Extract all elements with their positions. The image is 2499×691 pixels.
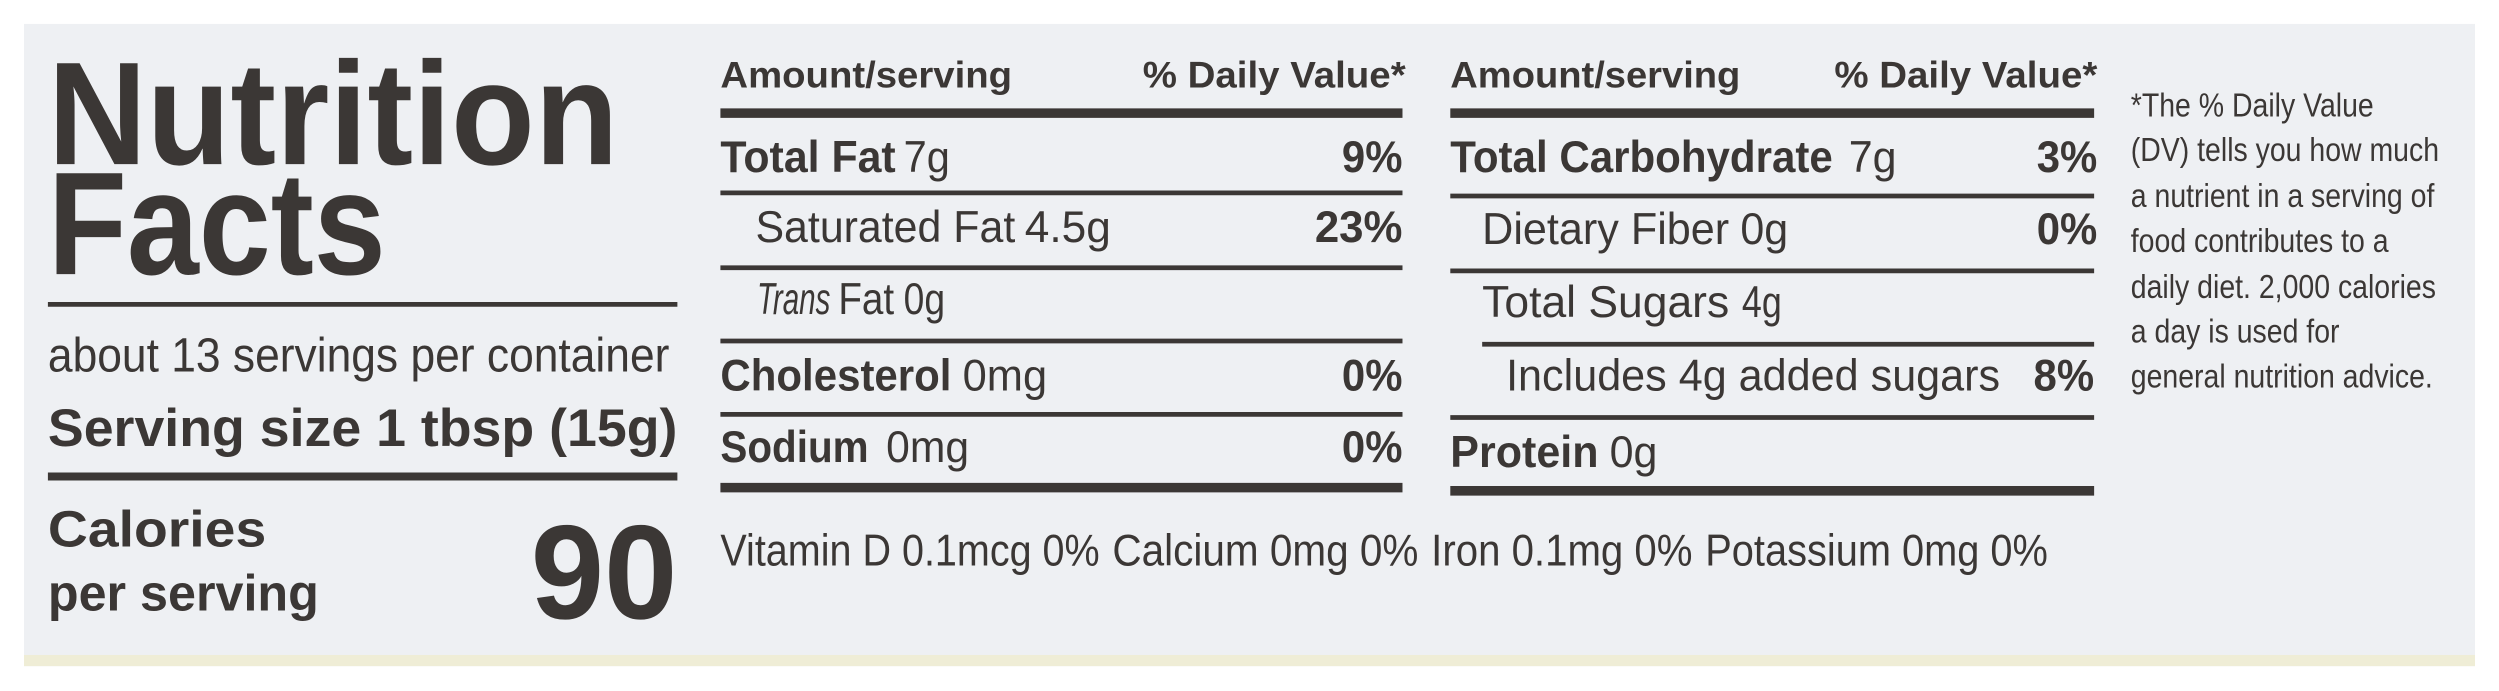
vitamin: Iron 0.1mg 0% <box>1431 527 1692 576</box>
nutrient-name-italic: Trans <box>757 275 830 324</box>
column-header: % Daily Value* <box>1834 55 2098 96</box>
daily-value: 0% <box>1342 351 1403 400</box>
nutrient-name: Total Sugars <box>1482 278 1729 327</box>
vitamin: Potassium 0mg 0% <box>1705 527 2048 576</box>
nutrient-name: Cholesterol <box>720 351 951 400</box>
footnote: *The % Daily Value (DV) tells you how mu… <box>2130 87 2440 396</box>
daily-value: 9% <box>1342 133 1403 182</box>
calories-label: per serving <box>48 564 319 621</box>
daily-value: 8% <box>2034 351 2095 400</box>
column-header: Amount/serving <box>720 55 1012 96</box>
nutrient-name: Includes 4g added sugars <box>1506 351 2000 400</box>
daily-value: 0% <box>1342 423 1403 472</box>
nutrient-name: Total Carbohydrate <box>1450 133 1832 182</box>
daily-value: 3% <box>2037 133 2098 182</box>
nutrient-amount: 7g <box>1849 133 1897 182</box>
footnote-box: *The % Daily Value (DV) tells you how mu… <box>2130 87 2440 396</box>
nutrient-amount: 0mg <box>886 423 969 472</box>
nutrient-amount: 7g <box>904 133 950 182</box>
nutrient-amount: 0g <box>1610 428 1658 477</box>
nutrient-name: Fat <box>838 275 894 324</box>
nutrient-amount: 0g <box>904 275 945 324</box>
nutrient-amount: 0g <box>1740 205 1788 254</box>
title-line: Facts <box>48 142 386 306</box>
nutrient-amount: 4g <box>1742 278 1782 327</box>
column-header: % Daily Value* <box>1143 55 1407 96</box>
nutrient-amount: 0mg <box>963 351 1047 400</box>
daily-value: 0% <box>2037 205 2098 254</box>
nutrient-name: Sodium <box>720 423 868 472</box>
nutrient-name: Protein <box>1450 428 1598 477</box>
nutrient-name: Total Fat <box>720 133 895 182</box>
calories-value: 90 <box>531 498 678 647</box>
vitamin: Vitamin D 0.1mcg 0% <box>720 527 1099 576</box>
servings: about 13 servings per container <box>48 329 670 382</box>
nutrient-name: Dietary Fiber <box>1482 205 1729 254</box>
column-header: Amount/serving <box>1450 55 1740 96</box>
panel-edge <box>23 654 2476 667</box>
daily-value: 23% <box>1315 203 1403 252</box>
calories-label: Calories <box>48 501 266 558</box>
nutrient-name: Saturated Fat <box>755 203 1015 252</box>
vitamin: Calcium 0mg 0% <box>1112 527 1418 576</box>
nutrient-amount: 4.5g <box>1025 203 1111 252</box>
serving-size: Serving size 1 tbsp (15g) <box>48 399 677 458</box>
title-line: Nutrition <box>48 32 619 196</box>
